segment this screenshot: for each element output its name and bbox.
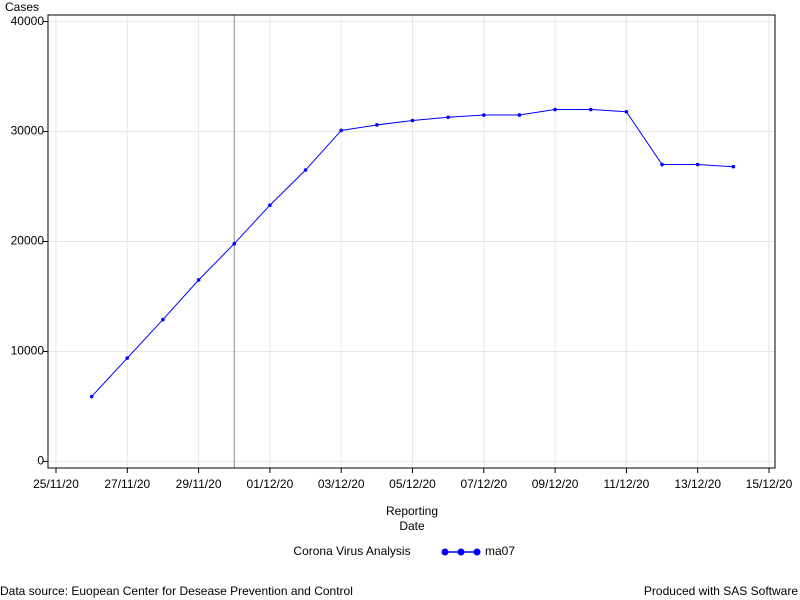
y-tick-label: 20000 (11, 234, 45, 248)
point (268, 203, 272, 208)
point (232, 241, 237, 246)
point (731, 164, 736, 169)
x-tick-label: 13/12/20 (674, 477, 721, 491)
point (196, 278, 201, 282)
y-axis-label: Cases (5, 0, 39, 14)
x-tick-label: 25/11/20 (33, 477, 79, 491)
legend-title: Corona Virus Analysis (293, 544, 410, 558)
x-tick-label: 09/12/20 (532, 477, 579, 491)
point (660, 162, 664, 167)
point (553, 107, 557, 112)
point (303, 168, 308, 172)
x-tick-label: 27/11/20 (104, 477, 150, 491)
point (125, 356, 130, 360)
plot-frame (47, 14, 776, 469)
legend-marker (473, 548, 481, 556)
point (375, 123, 379, 127)
y-tick-label: 10000 (11, 344, 45, 358)
x-tick-label: 15/12/20 (746, 477, 793, 491)
legend-marker (457, 548, 465, 556)
y-tick-label: 40000 (11, 14, 45, 28)
y-tick-label: 0 (37, 454, 44, 468)
point (161, 317, 165, 322)
x-tick-label: 05/12/20 (389, 477, 436, 491)
point (410, 118, 415, 123)
x-tick-label: 01/12/20 (247, 477, 294, 491)
legend-marker (441, 548, 449, 556)
point (624, 109, 629, 114)
x-axis-label: Reporting (386, 504, 438, 518)
footnote: Produced with SAS Software (644, 584, 798, 598)
legend-label: ma07 (485, 544, 515, 558)
x-tick-label: 03/12/20 (318, 477, 365, 491)
x-tick-label: 29/11/20 (176, 477, 222, 491)
point (695, 162, 700, 167)
x-tick-label: 11/12/20 (603, 477, 649, 491)
x-axis-label: Date (399, 519, 425, 533)
point (339, 128, 344, 133)
point (517, 113, 522, 117)
point (89, 394, 94, 399)
footnote: Data source: Euopean Center for Desease … (0, 584, 353, 598)
point (446, 115, 450, 120)
x-tick-label: 07/12/20 (460, 477, 507, 491)
point (482, 113, 486, 117)
y-tick-label: 30000 (11, 124, 45, 138)
point (588, 107, 593, 112)
